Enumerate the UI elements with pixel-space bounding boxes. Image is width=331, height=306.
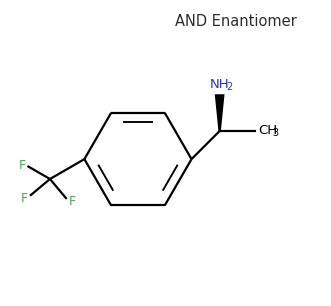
Text: 3: 3 (272, 128, 278, 138)
Text: NH: NH (210, 78, 229, 91)
Text: 2: 2 (227, 82, 233, 92)
Text: F: F (69, 196, 76, 208)
Polygon shape (215, 94, 224, 131)
Text: F: F (18, 159, 25, 172)
Text: CH: CH (258, 124, 277, 137)
Text: AND Enantiomer: AND Enantiomer (175, 14, 297, 29)
Text: F: F (21, 192, 28, 205)
